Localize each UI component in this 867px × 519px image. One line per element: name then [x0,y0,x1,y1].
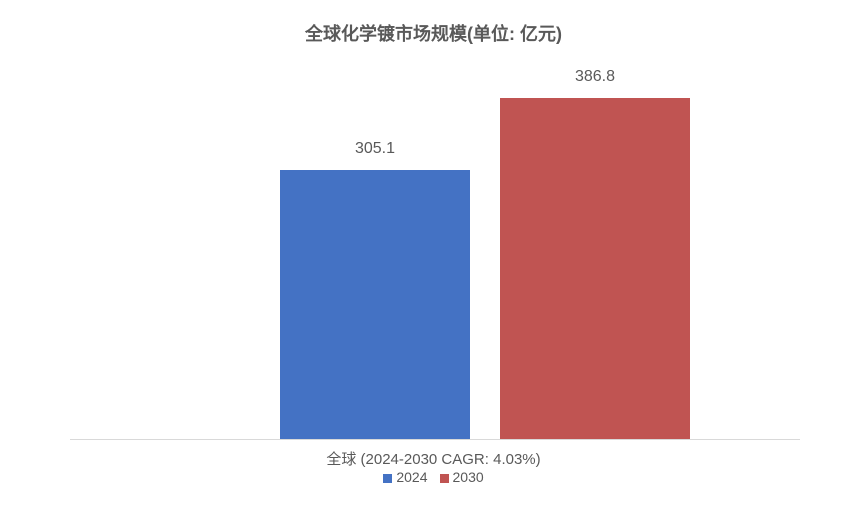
plot-area: 305.1 386.8 [70,70,800,440]
bar-2030 [500,98,690,439]
legend-label-2030: 2030 [453,469,484,485]
bar-2024 [280,170,470,439]
legend-label-2024: 2024 [396,469,427,485]
chart-container: 全球化学镀市场规模(单位: 亿元) 305.1 386.8 全球 (2024-20… [0,0,867,519]
chart-title: 全球化学镀市场规模(单位: 亿元) [0,20,867,46]
legend-item-2030: 2030 [440,469,484,485]
bar-value-label-2030: 386.8 [500,68,690,86]
legend-swatch-2024 [383,474,392,483]
legend-swatch-2030 [440,474,449,483]
x-axis-label: 全球 (2024-2030 CAGR: 4.03%) [0,448,867,469]
legend-item-2024: 2024 [383,469,427,485]
legend: 2024 2030 [0,469,867,485]
bar-value-label-2024: 305.1 [280,140,470,158]
